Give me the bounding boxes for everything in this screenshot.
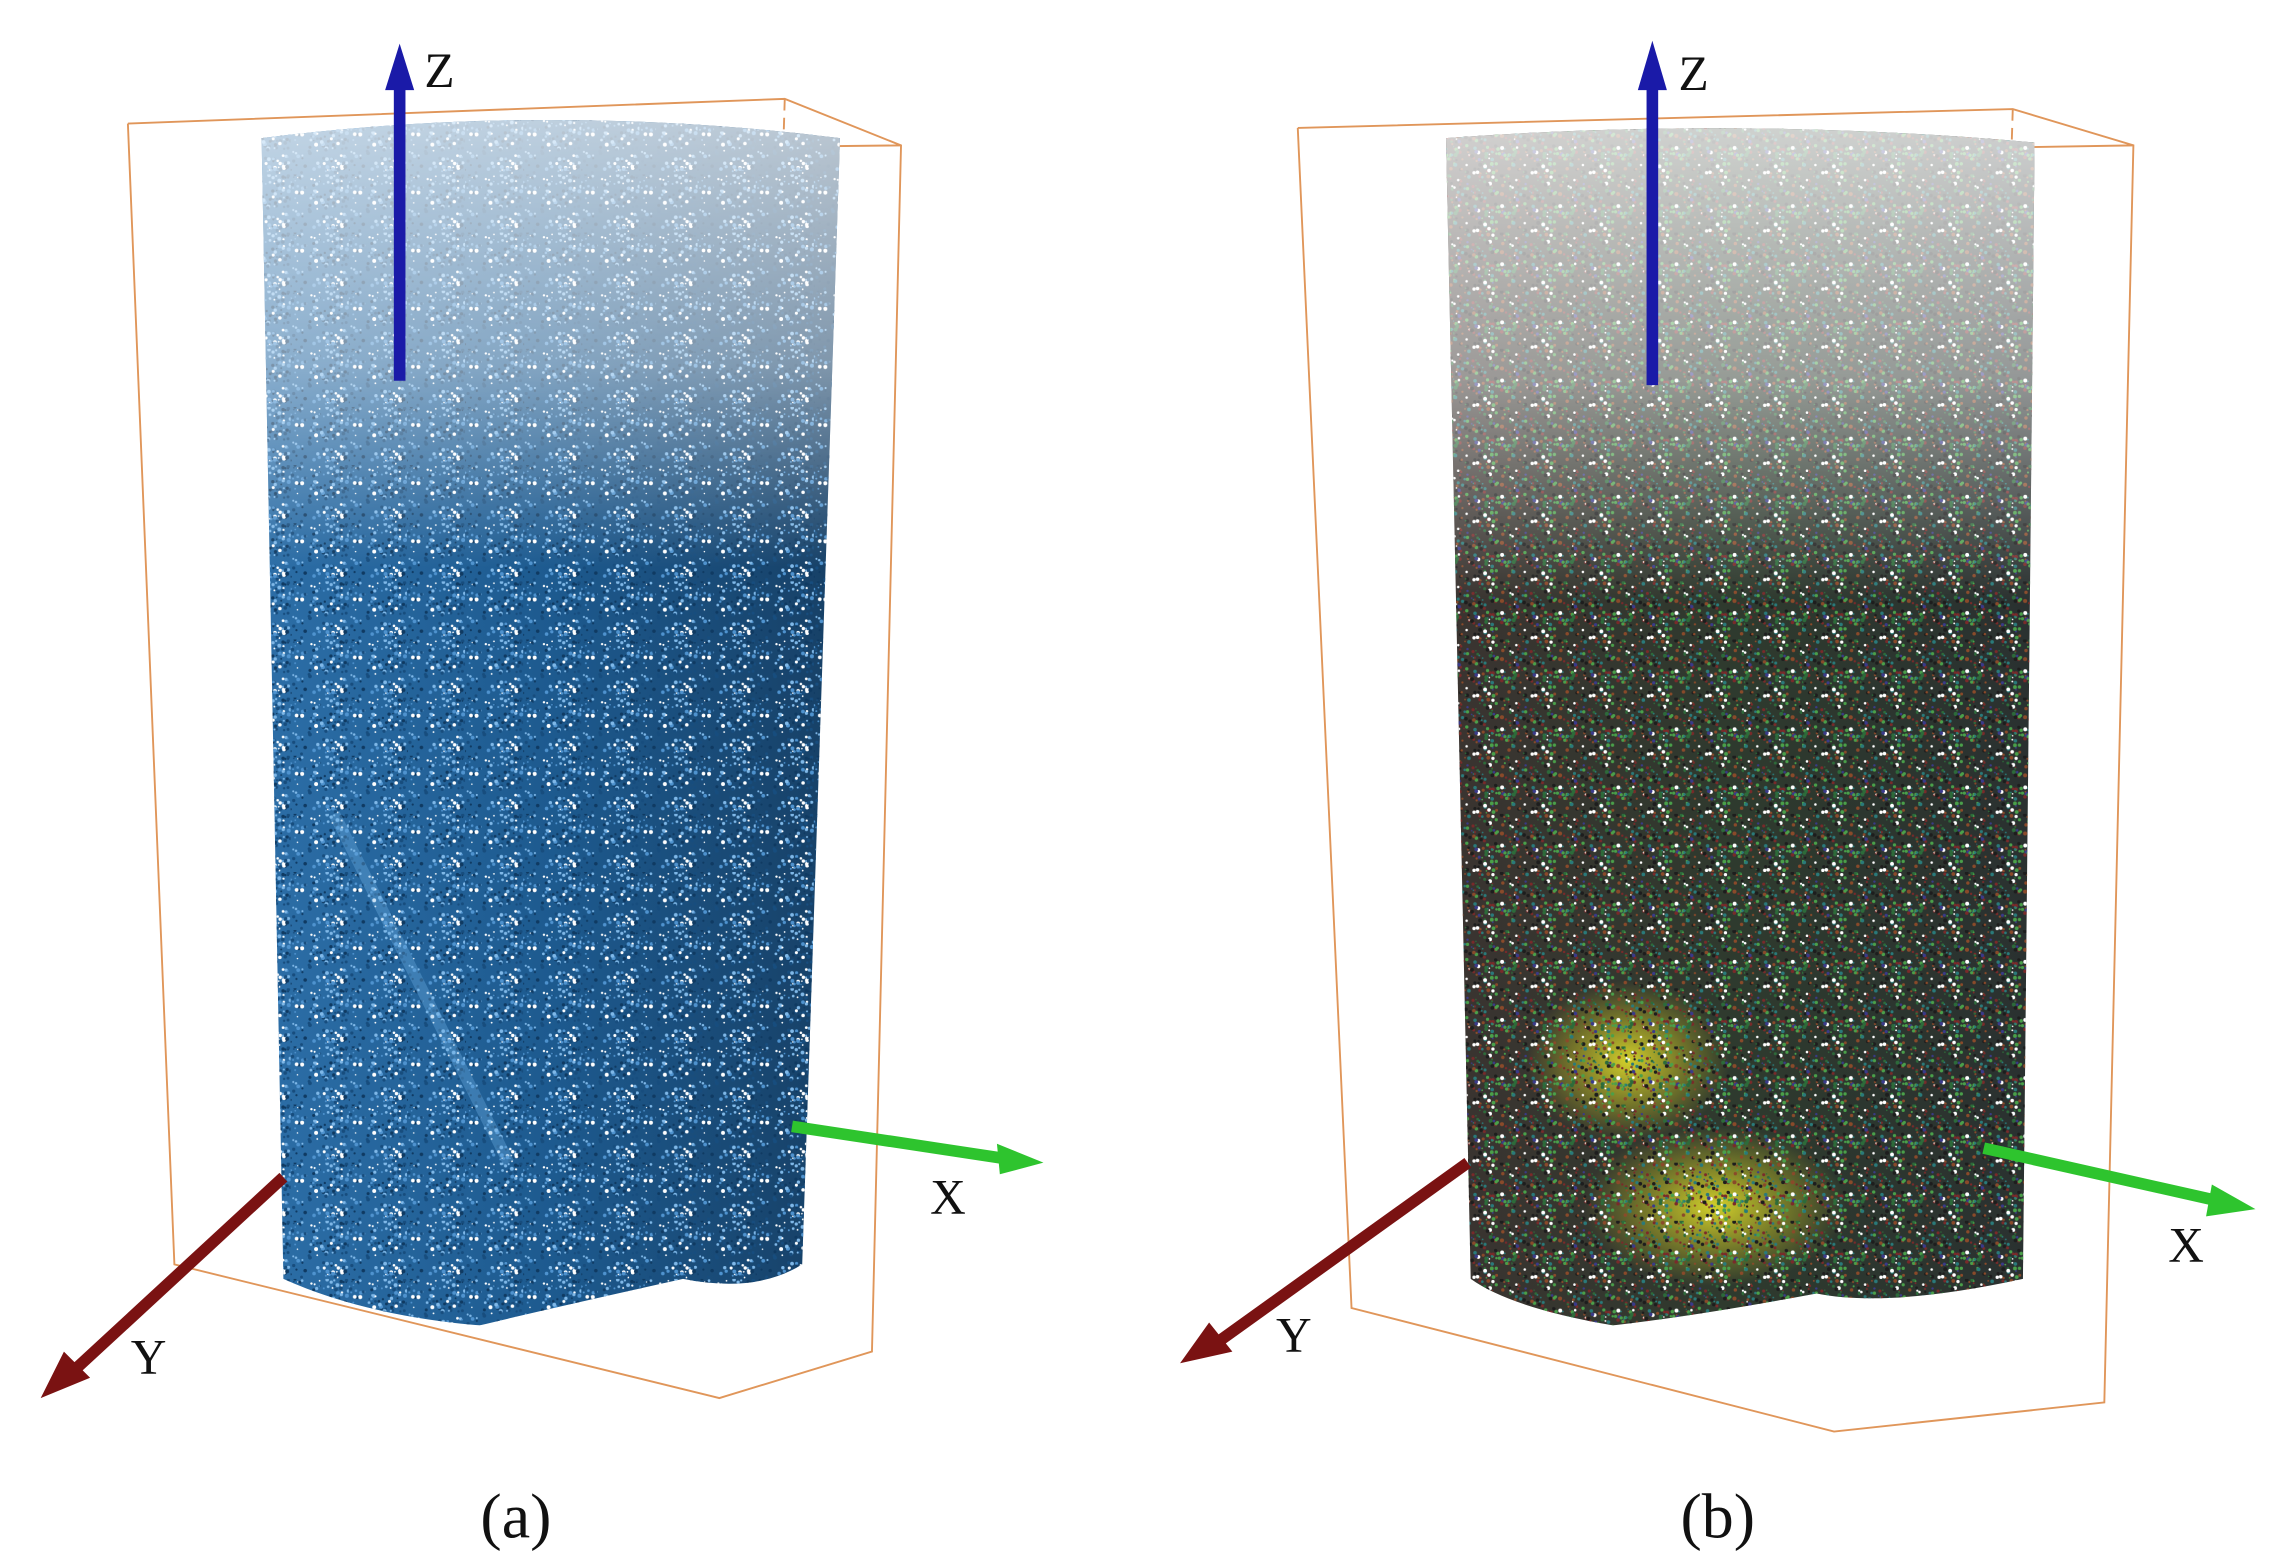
x-axis — [791, 1120, 1004, 1165]
panel-label: (a) — [480, 1481, 551, 1552]
y-axis — [71, 1172, 288, 1374]
y-axis — [1217, 1157, 1472, 1345]
axis-label: Y — [131, 1329, 167, 1384]
cloud-fade — [1445, 128, 2035, 1326]
axis-label: Y — [1276, 1308, 1312, 1363]
point-cloud — [1445, 128, 2035, 1326]
z-arrowhead — [385, 43, 415, 91]
z-arrowhead — [1637, 40, 1667, 91]
panel-label: (b) — [1680, 1481, 1755, 1552]
axis-label: X — [2168, 1217, 2204, 1272]
cloud-fade — [261, 119, 840, 1326]
x-arrowhead — [2206, 1184, 2256, 1217]
axis-label: Z — [1679, 46, 1709, 101]
panel-a: Z X Y (a) — [40, 43, 1044, 1552]
axis-label: X — [930, 1170, 966, 1225]
panel-b: Z X Y (b) — [1180, 40, 2256, 1552]
x-axis — [1982, 1142, 2218, 1207]
x-arrowhead — [996, 1143, 1044, 1175]
y-arrowhead — [1180, 1322, 1233, 1364]
y-arrowhead — [40, 1351, 91, 1399]
point-cloud — [261, 119, 840, 1326]
axis-label: Z — [424, 43, 454, 98]
